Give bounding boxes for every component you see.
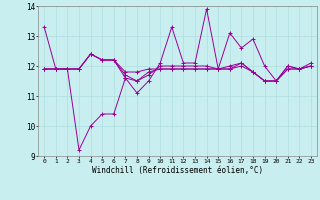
X-axis label: Windchill (Refroidissement éolien,°C): Windchill (Refroidissement éolien,°C) xyxy=(92,166,263,175)
